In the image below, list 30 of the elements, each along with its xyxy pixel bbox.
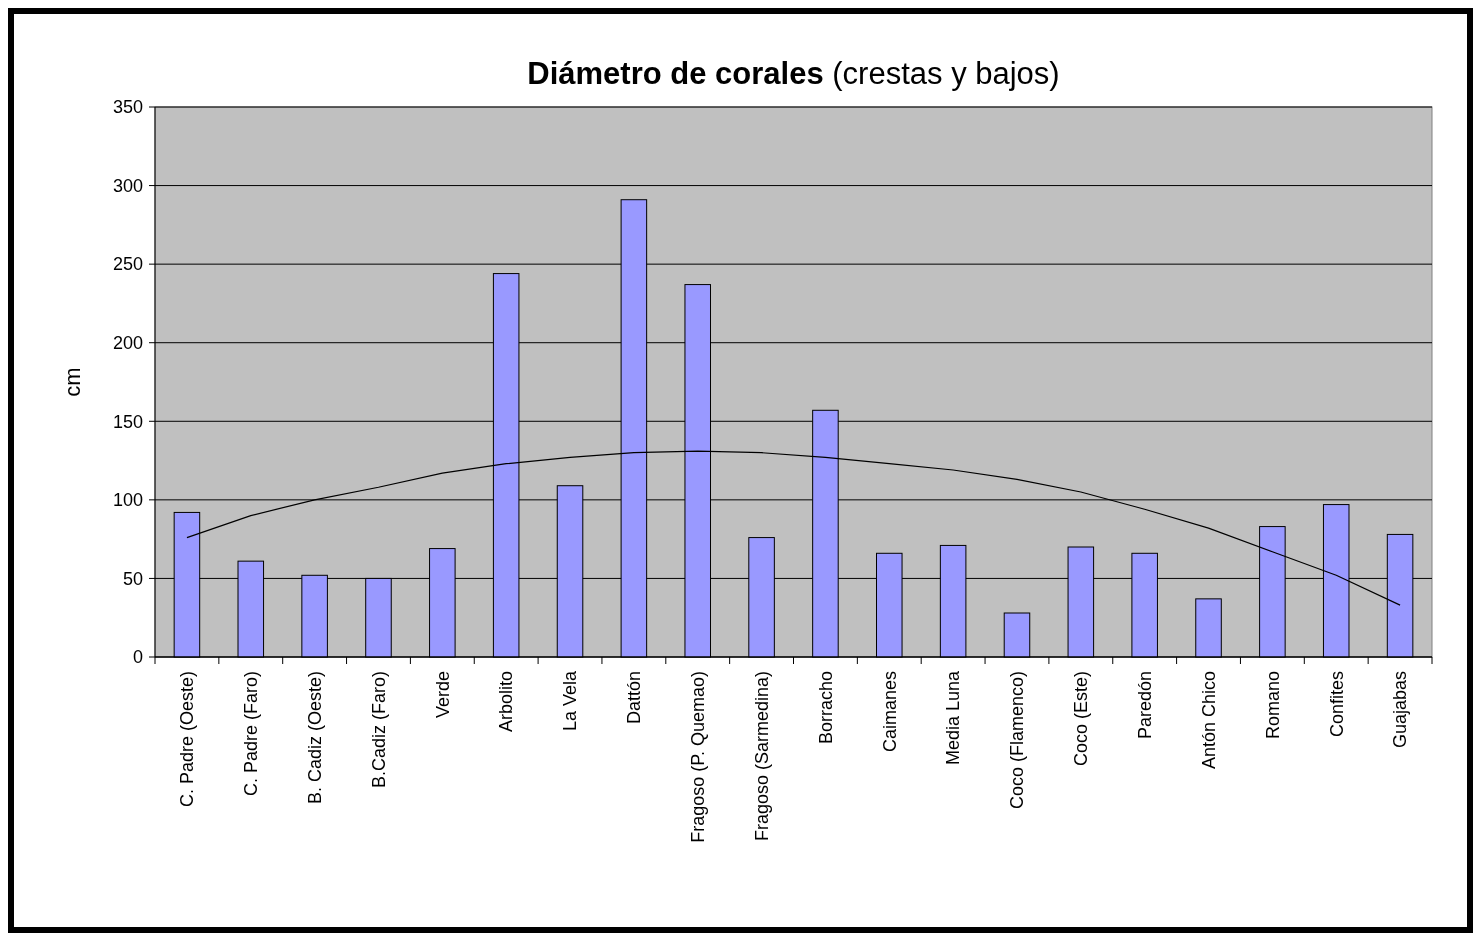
y-axis-title: cm [60, 367, 85, 397]
x-tick-label: Arbolito [496, 671, 517, 733]
x-tick-label: Guajabas [1390, 671, 1411, 749]
y-tick-label: 150 [112, 411, 143, 432]
x-tick-label: Coco (Flamenco) [1007, 671, 1028, 810]
y-tick-label: 350 [112, 97, 143, 118]
x-tick-label: Romano [1262, 671, 1283, 740]
x-tick-label: Media Luna [943, 670, 964, 766]
chart-title: Diámetro de corales (crestas y bajos) [527, 56, 1060, 91]
x-tick-label: Borracho [815, 671, 836, 745]
y-tick-label: 250 [112, 254, 143, 275]
x-tick-label: La Vela [560, 670, 581, 732]
y-tick-label: 200 [112, 333, 143, 354]
x-tick-label: B. Cadiz (Oeste) [304, 671, 325, 805]
y-tick-label: 100 [112, 490, 143, 511]
x-tick-label: B.Cadiz (Faro) [368, 671, 389, 789]
x-tick-label: Fragoso (Sarmedina) [751, 671, 772, 842]
x-tick-label: Dattón [624, 671, 645, 725]
x-tick-label: C. Padre (Faro) [241, 671, 262, 797]
x-tick-label: Fragoso (P. Quemao) [688, 671, 709, 843]
x-tick-label: Paredón [1134, 671, 1155, 740]
y-tick-label: 0 [132, 647, 143, 668]
x-tick-label: Confites [1326, 671, 1347, 738]
y-tick-label: 50 [122, 568, 143, 589]
x-tick-label: C. Padre (Oeste) [177, 671, 198, 808]
y-tick-label: 300 [112, 175, 143, 196]
x-tick-label: Verde [432, 671, 453, 719]
x-tick-label: Coco (Este) [1071, 671, 1092, 767]
x-tick-label: Antón Chico [1198, 671, 1219, 770]
x-tick-label: Caimanes [879, 671, 900, 753]
